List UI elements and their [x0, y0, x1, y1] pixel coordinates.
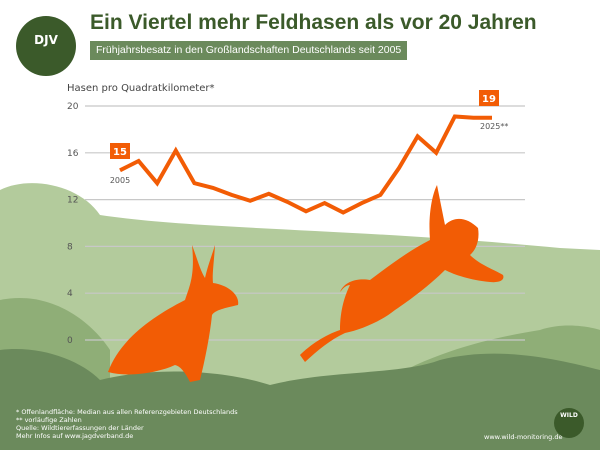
wild-logo-text: WILD	[560, 412, 578, 419]
y-tick-label: 16	[67, 149, 79, 159]
y-tick-label: 12	[67, 196, 78, 206]
y-tick-label: 4	[67, 289, 73, 299]
hare-silhouettes	[108, 185, 504, 382]
y-tick-label: 0	[67, 336, 73, 346]
page-title: Ein Viertel mehr Feldhasen als vor 20 Ja…	[90, 11, 537, 34]
source-note: Quelle: Wildtiererfassungen der Länder	[16, 424, 144, 432]
page-subtitle: Frühjahrsbesatz in den Großlandschaften …	[90, 41, 408, 60]
djv-logo: DJV	[16, 16, 76, 76]
info-link[interactable]: Mehr Infos auf www.jagdverband.de	[16, 432, 134, 440]
y-tick-label: 20	[67, 102, 79, 112]
y-tick-label: 8	[67, 242, 73, 252]
footnote: ** vorläufige Zahlen	[16, 416, 82, 424]
start-value-label: 15	[113, 147, 127, 158]
start-value-badge	[110, 143, 130, 159]
wild-logo: WILD	[554, 408, 584, 438]
sitting-hare	[108, 245, 239, 382]
y-axis-label: Hasen pro Quadratkilometer*	[67, 83, 214, 94]
footer-notes: * Offenlandfläche: Median aus allen Refe…	[16, 408, 238, 440]
leaping-hare	[300, 185, 504, 362]
footnote: * Offenlandfläche: Median aus allen Refe…	[16, 408, 238, 416]
logo-text: DJV	[34, 33, 58, 47]
end-value-badge	[479, 90, 499, 106]
end-value-label: 19	[482, 94, 496, 105]
website-link[interactable]: www.wild-monitoring.de	[484, 433, 563, 441]
end-year-label: 2025**	[480, 122, 508, 131]
start-year-label: 2005	[110, 176, 130, 185]
hill-front	[0, 349, 600, 450]
